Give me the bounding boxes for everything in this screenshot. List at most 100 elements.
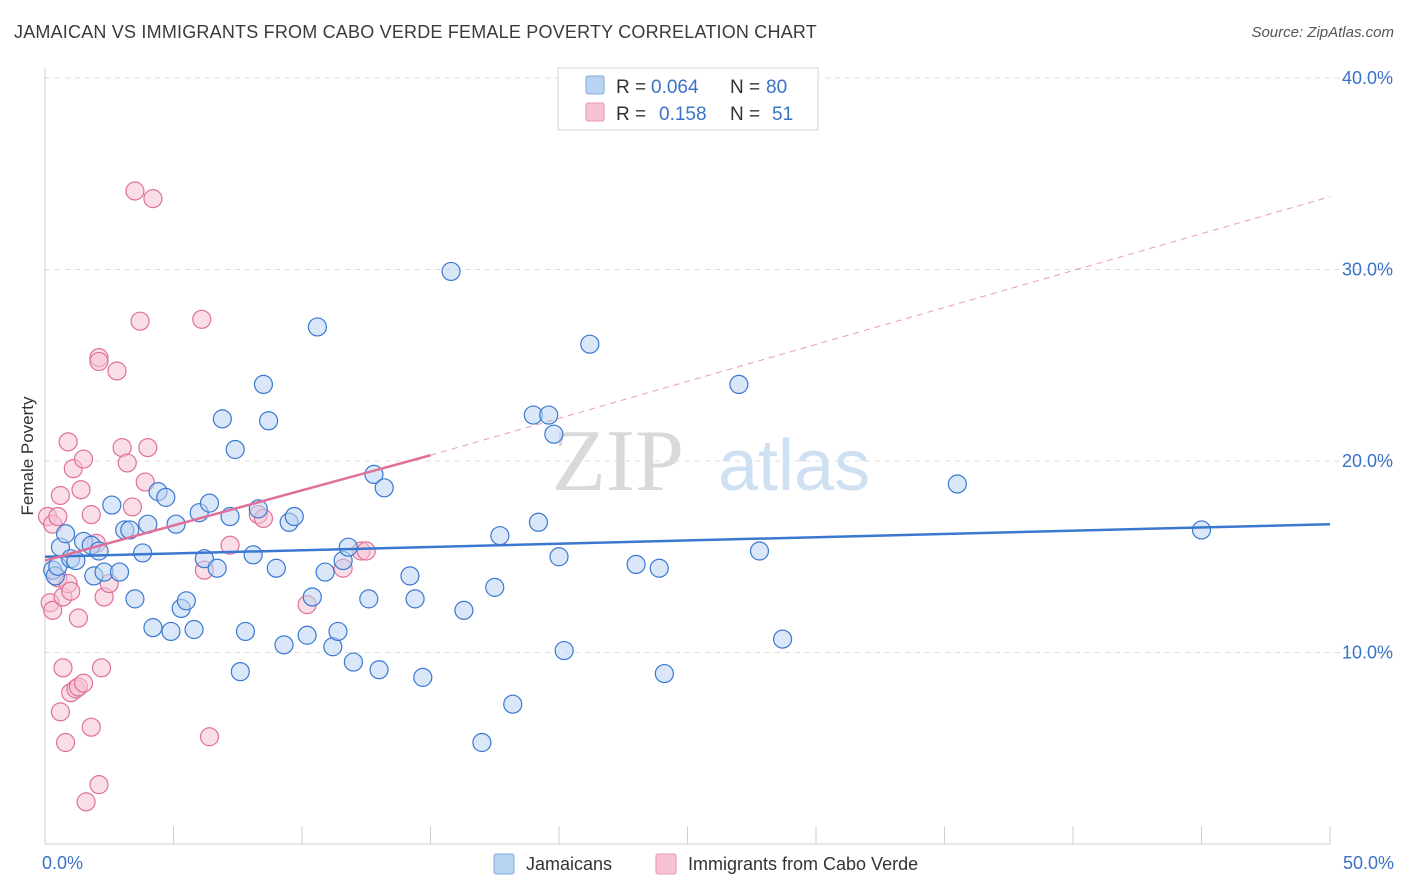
jamaican-point-22 [161, 621, 181, 642]
chart-title: JAMAICAN VS IMMIGRANTS FROM CABO VERDE F… [14, 22, 817, 42]
jamaican-point-35 [235, 621, 256, 642]
jamaican-point-41 [274, 635, 294, 655]
watermark-atlas: atlas [718, 426, 870, 506]
cabo-verde-point-35 [122, 497, 142, 517]
y-tick-label-2: 30.0% [1342, 260, 1393, 280]
jamaican-point-52 [343, 652, 363, 672]
cabo-verde-point-6 [50, 485, 71, 506]
jamaican-point-72 [580, 334, 600, 354]
jamaican-point-68 [539, 405, 559, 425]
jamaican-point-80 [1191, 520, 1212, 540]
jamaican-point-56 [374, 478, 394, 498]
jamaican-point-53 [359, 589, 379, 609]
jamaican-point-45 [302, 587, 322, 607]
jamaican-point-19 [143, 618, 163, 638]
legend-n-value-1: 51 [772, 104, 793, 125]
cabo-verde-point-22 [76, 792, 96, 812]
legend-swatch-cabo-verde [585, 102, 605, 122]
bottom-legend: Jamaicans Immigrants from Cabo Verde [493, 853, 918, 875]
jamaican-point-71 [554, 640, 574, 661]
jamaican-point-65 [503, 694, 523, 714]
cabo-verde-point-29 [91, 658, 112, 678]
jamaican-point-78 [772, 629, 793, 649]
jamaican-point-12 [102, 495, 122, 515]
cabo-verde-point-10 [55, 732, 76, 753]
jamaican-point-28 [194, 549, 214, 569]
cabo-verde-point-7 [50, 702, 71, 722]
jamaican-point-33 [225, 439, 245, 460]
cabo-verde-point-41 [192, 309, 212, 329]
jamaican-point-40 [266, 558, 286, 578]
jamaican-point-79 [947, 474, 967, 494]
legend-r-label-0: R = [616, 77, 646, 98]
legend: R = 0.064 N = 80 R = 0.158 N = 51 [557, 67, 819, 131]
jamaican-points [43, 261, 1212, 753]
cabo-verde-point-32 [107, 361, 127, 381]
jamaican-point-29 [199, 493, 220, 513]
cabo-verde-point-5 [48, 506, 68, 527]
legend-n-label-1: N = [730, 104, 760, 125]
bottom-legend-swatch-jamaicans [493, 853, 515, 875]
jamaican-trend-line [44, 522, 1331, 558]
trend-lines [44, 196, 1331, 562]
cabo-verde-trend-extension [430, 196, 1331, 456]
source-label: Source: ZipAtlas.com [1251, 24, 1394, 41]
x-tick-label-min: 0.0% [42, 853, 83, 873]
legend-r-label-1: R = [616, 104, 646, 125]
jamaican-point-58 [405, 589, 425, 609]
y-tick-labels: 10.0% 20.0% 30.0% 40.0% [1342, 68, 1393, 663]
cabo-verde-point-34 [117, 453, 137, 473]
jamaican-point-77 [749, 541, 770, 561]
cabo-verde-point-28 [89, 775, 109, 795]
jamaican-point-31 [212, 409, 232, 429]
jamaican-point-62 [472, 732, 492, 753]
axes [44, 68, 1331, 845]
y-tick-label-1: 20.0% [1342, 451, 1393, 471]
cabo-verde-point-17 [68, 608, 89, 628]
cabo-verde-point-27 [89, 351, 109, 372]
cabo-verde-points [37, 181, 376, 812]
jamaican-point-30 [207, 558, 227, 578]
bottom-legend-label-jamaicans: Jamaicans [526, 854, 612, 874]
jamaican-point-39 [258, 411, 279, 431]
cabo-verde-point-44 [220, 535, 240, 555]
jamaican-point-61 [454, 600, 474, 620]
legend-swatch-jamaicans [585, 75, 605, 95]
jamaican-point-69 [544, 424, 564, 444]
cabo-verde-point-40 [143, 189, 163, 209]
jamaican-point-26 [184, 619, 204, 640]
jamaican-point-59 [413, 667, 433, 687]
bottom-legend-label-cabo-verde: Immigrants from Cabo Verde [688, 854, 918, 874]
jamaican-point-13 [109, 562, 130, 582]
legend-n-value-0: 80 [766, 77, 787, 98]
jamaican-point-60 [441, 261, 461, 282]
cabo-verde-point-50 [356, 541, 376, 561]
cabo-verde-point-13 [61, 581, 81, 601]
cabo-verde-point-38 [135, 472, 155, 492]
cabo-verde-point-37 [130, 311, 150, 331]
jamaican-point-25 [176, 591, 196, 611]
cabo-verde-point-23 [81, 717, 101, 737]
y-tick-label-0: 10.0% [1342, 643, 1393, 663]
jamaican-point-51 [338, 537, 358, 557]
legend-r-value-0: 0.064 [651, 77, 699, 98]
legend-r-value-1: 0.158 [659, 104, 707, 125]
cabo-verde-point-24 [81, 505, 101, 525]
y-axis-label: Female Poverty [18, 396, 37, 516]
legend-n-label-0: N = [730, 77, 760, 98]
cabo-verde-point-36 [125, 181, 145, 201]
cabo-verde-point-12 [58, 432, 78, 452]
jamaican-point-16 [125, 589, 145, 609]
jamaican-point-55 [369, 660, 389, 680]
jamaican-point-49 [328, 621, 348, 642]
jamaican-point-4 [55, 524, 76, 544]
jamaican-point-73 [626, 554, 646, 575]
cabo-verde-point-21 [73, 449, 94, 469]
cabo-verde-trend-line [44, 454, 431, 562]
cabo-verde-point-2 [43, 600, 63, 620]
cabo-verde-point-20 [73, 673, 94, 693]
jamaican-point-64 [490, 526, 510, 546]
cabo-verde-point-9 [53, 658, 73, 678]
jamaican-point-75 [654, 663, 674, 684]
